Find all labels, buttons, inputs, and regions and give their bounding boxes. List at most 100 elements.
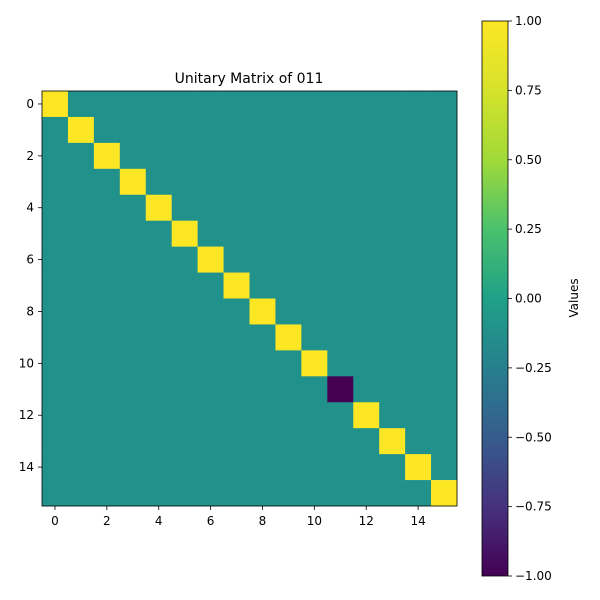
- heatmap-cell: [67, 272, 95, 299]
- heatmap-cell: [145, 272, 172, 299]
- heatmap-cell: [119, 298, 147, 325]
- heatmap-cell: [171, 194, 198, 221]
- heatmap-cell: [119, 272, 147, 299]
- y-tick-label: 12: [19, 408, 34, 422]
- heatmap-cell: [197, 454, 224, 481]
- heatmap-cell: [275, 272, 302, 299]
- heatmap-cell: [275, 454, 302, 481]
- x-tick-label: 4: [155, 514, 163, 528]
- heatmap-cell: [327, 350, 354, 377]
- heatmap-cell: [42, 220, 69, 247]
- heatmap-cell: [327, 480, 354, 507]
- heatmap-cell: [249, 376, 276, 403]
- heatmap-cell: [353, 428, 380, 455]
- heatmap-cell: [145, 298, 172, 325]
- heatmap-cell: [379, 116, 406, 144]
- heatmap-cell: [171, 324, 198, 351]
- heatmap-cell: [42, 116, 69, 144]
- heatmap-cell: [379, 428, 406, 455]
- heatmap-cell: [145, 350, 172, 377]
- heatmap-cell: [275, 246, 302, 273]
- heatmap-cell: [42, 402, 69, 429]
- heatmap-cell: [301, 298, 328, 325]
- heatmap-cell: [249, 168, 276, 196]
- heatmap-cell: [223, 376, 250, 403]
- heatmap-cell: [405, 272, 432, 299]
- heatmap-cell: [327, 454, 354, 481]
- heatmap-cell: [353, 480, 380, 507]
- heatmap-cell: [431, 272, 458, 299]
- y-tick-label: 10: [19, 356, 34, 370]
- heatmap-cell: [171, 142, 198, 170]
- chart-title: Unitary Matrix of 011: [175, 71, 324, 87]
- heatmap-cell: [171, 272, 198, 299]
- heatmap-cell: [93, 272, 121, 299]
- heatmap-cell: [119, 324, 147, 351]
- colorbar-tick-label: 0.75: [515, 83, 542, 97]
- heatmap-cell: [301, 376, 328, 403]
- heatmap-cell: [379, 376, 406, 403]
- heatmap-cell: [67, 298, 95, 325]
- heatmap-cell: [145, 324, 172, 351]
- heatmap-cell: [327, 168, 354, 196]
- heatmap-cell: [171, 91, 198, 118]
- heatmap-cell: [249, 194, 276, 221]
- heatmap-cell: [301, 428, 328, 455]
- heatmap-cell: [301, 142, 328, 170]
- heatmap-cell: [223, 142, 250, 170]
- heatmap-cell: [42, 298, 69, 325]
- heatmap-cell: [275, 324, 302, 351]
- heatmap-cell: [67, 428, 95, 455]
- heatmap-cell: [353, 220, 380, 247]
- heatmap-cell: [145, 220, 172, 247]
- heatmap-cells: [42, 91, 458, 507]
- heatmap-cell: [93, 376, 121, 403]
- heatmap-cell: [405, 116, 432, 144]
- heatmap-cell: [327, 428, 354, 455]
- heatmap-cell: [301, 454, 328, 481]
- heatmap-cell: [93, 194, 121, 221]
- heatmap-cell: [197, 402, 224, 429]
- heatmap-cell: [431, 91, 458, 118]
- heatmap-cell: [405, 91, 432, 118]
- heatmap-cell: [197, 220, 224, 247]
- heatmap-cell: [379, 324, 406, 351]
- colorbar-tick-label: 1.00: [515, 14, 542, 28]
- heatmap-cell: [379, 246, 406, 273]
- heatmap-cell: [405, 350, 432, 377]
- x-tick-label: 6: [207, 514, 215, 528]
- heatmap-cell: [171, 454, 198, 481]
- heatmap-cell: [93, 350, 121, 377]
- heatmap-cell: [93, 168, 121, 196]
- heatmap-cell: [67, 91, 95, 118]
- heatmap-cell: [119, 402, 147, 429]
- heatmap-cell: [431, 480, 458, 507]
- heatmap-cell: [223, 350, 250, 377]
- heatmap-cell: [42, 376, 69, 403]
- heatmap-cell: [223, 454, 250, 481]
- y-axis: 0 2 4 6 8 10 12 14: [19, 97, 42, 474]
- colorbar-tick-label: 0.50: [515, 153, 542, 167]
- heatmap-cell: [171, 116, 198, 144]
- heatmap-cell: [42, 428, 69, 455]
- heatmap-cell: [301, 272, 328, 299]
- heatmap-cell: [171, 376, 198, 403]
- heatmap-cell: [431, 246, 458, 273]
- heatmap-cell: [93, 480, 121, 507]
- heatmap-cell: [353, 324, 380, 351]
- x-tick-label: 2: [103, 514, 111, 528]
- heatmap-cell: [119, 194, 147, 221]
- heatmap-cell: [145, 428, 172, 455]
- heatmap-cell: [145, 402, 172, 429]
- heatmap-cell: [171, 220, 198, 247]
- heatmap-cell: [301, 168, 328, 196]
- heatmap-cell: [301, 91, 328, 118]
- heatmap-cell: [67, 194, 95, 221]
- heatmap-cell: [301, 324, 328, 351]
- heatmap-cell: [42, 272, 69, 299]
- x-tick-label: 12: [359, 514, 374, 528]
- heatmap-cell: [379, 454, 406, 481]
- heatmap-cell: [353, 298, 380, 325]
- heatmap-cell: [405, 220, 432, 247]
- heatmap-cell: [431, 194, 458, 221]
